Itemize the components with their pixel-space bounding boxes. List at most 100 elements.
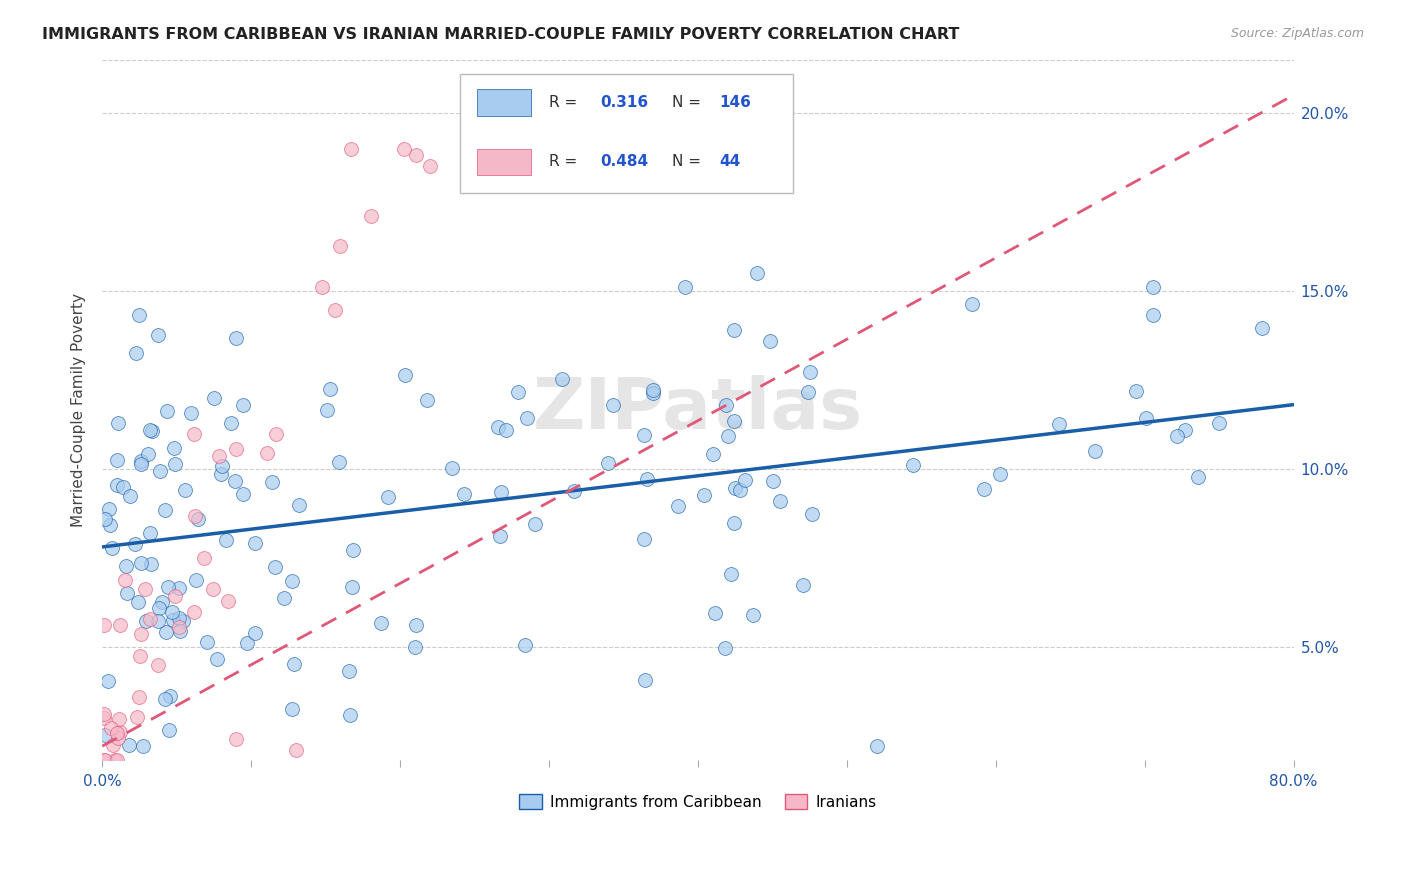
Point (98, 518, 121, 533)
Point (643, 385, 665, 400)
Point (224, 474, 246, 488)
Point (633, 532, 655, 546)
Point (404, 640, 426, 654)
Point (139, 558, 162, 572)
Point (641, 383, 664, 397)
Point (153, 503, 176, 517)
Point (146, 328, 169, 343)
Point (723, 323, 745, 337)
Point (118, 738, 141, 752)
Point (311, 279, 333, 293)
Point (901, 458, 924, 472)
Point (156, 404, 179, 418)
Point (134, 582, 156, 597)
Point (136, 447, 159, 461)
Point (98, 501, 121, 516)
Point (94, 512, 117, 526)
Point (129, 556, 152, 570)
Point (129, 458, 152, 472)
Point (169, 620, 191, 634)
Text: R =: R = (548, 95, 582, 110)
Point (1166, 429, 1188, 443)
Point (506, 384, 529, 399)
Point (245, 626, 267, 640)
Point (187, 512, 209, 526)
Point (633, 428, 655, 442)
Point (107, 712, 129, 726)
Point (415, 393, 437, 408)
Point (127, 709, 149, 723)
Point (225, 732, 247, 747)
Point (120, 488, 142, 502)
Point (329, 239, 352, 253)
Point (163, 441, 186, 455)
Point (377, 490, 399, 504)
Point (337, 665, 360, 679)
Point (111, 480, 134, 494)
Point (124, 537, 146, 551)
Point (219, 416, 242, 430)
Point (865, 739, 887, 753)
Point (1142, 279, 1164, 293)
Point (666, 499, 689, 513)
Point (169, 624, 191, 639)
Point (1047, 417, 1070, 431)
Point (127, 594, 149, 608)
Point (128, 690, 150, 705)
Point (747, 266, 769, 280)
Point (489, 529, 512, 543)
Point (799, 365, 821, 379)
Point (703, 606, 725, 620)
Point (562, 484, 585, 499)
Point (551, 372, 574, 386)
Point (370, 615, 392, 630)
Point (453, 487, 475, 501)
Text: Source: ZipAtlas.com: Source: ZipAtlas.com (1230, 27, 1364, 40)
Point (260, 475, 283, 489)
Point (973, 482, 995, 496)
Point (141, 424, 163, 438)
Text: R =: R = (548, 154, 582, 169)
Point (107, 416, 129, 430)
Point (93, 617, 115, 632)
Point (636, 472, 658, 486)
Point (183, 605, 205, 619)
Point (440, 460, 463, 475)
Point (339, 708, 361, 723)
Text: N =: N = (672, 95, 706, 110)
Point (741, 607, 763, 622)
Point (169, 581, 191, 595)
Point (1187, 470, 1209, 484)
Point (217, 593, 239, 607)
Point (602, 398, 624, 412)
Point (207, 652, 229, 666)
Point (129, 626, 152, 640)
Point (160, 605, 183, 619)
Point (516, 411, 538, 425)
Point (232, 398, 254, 412)
Point (146, 614, 169, 628)
Point (1084, 443, 1107, 458)
Point (394, 368, 416, 382)
Point (207, 450, 229, 464)
FancyBboxPatch shape (460, 74, 793, 193)
Point (319, 382, 342, 396)
Point (103, 738, 125, 752)
Point (283, 657, 305, 671)
Point (962, 297, 984, 311)
Point (1125, 384, 1147, 398)
Point (174, 483, 197, 498)
Point (172, 614, 194, 628)
Point (193, 551, 215, 566)
Point (288, 498, 311, 512)
Point (734, 473, 756, 487)
Point (149, 464, 172, 478)
Point (730, 483, 752, 497)
Point (163, 589, 186, 603)
Point (125, 346, 148, 360)
Point (236, 636, 259, 650)
Point (131, 454, 153, 468)
Point (146, 657, 169, 672)
Point (515, 638, 537, 652)
Y-axis label: Married-Couple Family Poverty: Married-Couple Family Poverty (72, 293, 86, 527)
